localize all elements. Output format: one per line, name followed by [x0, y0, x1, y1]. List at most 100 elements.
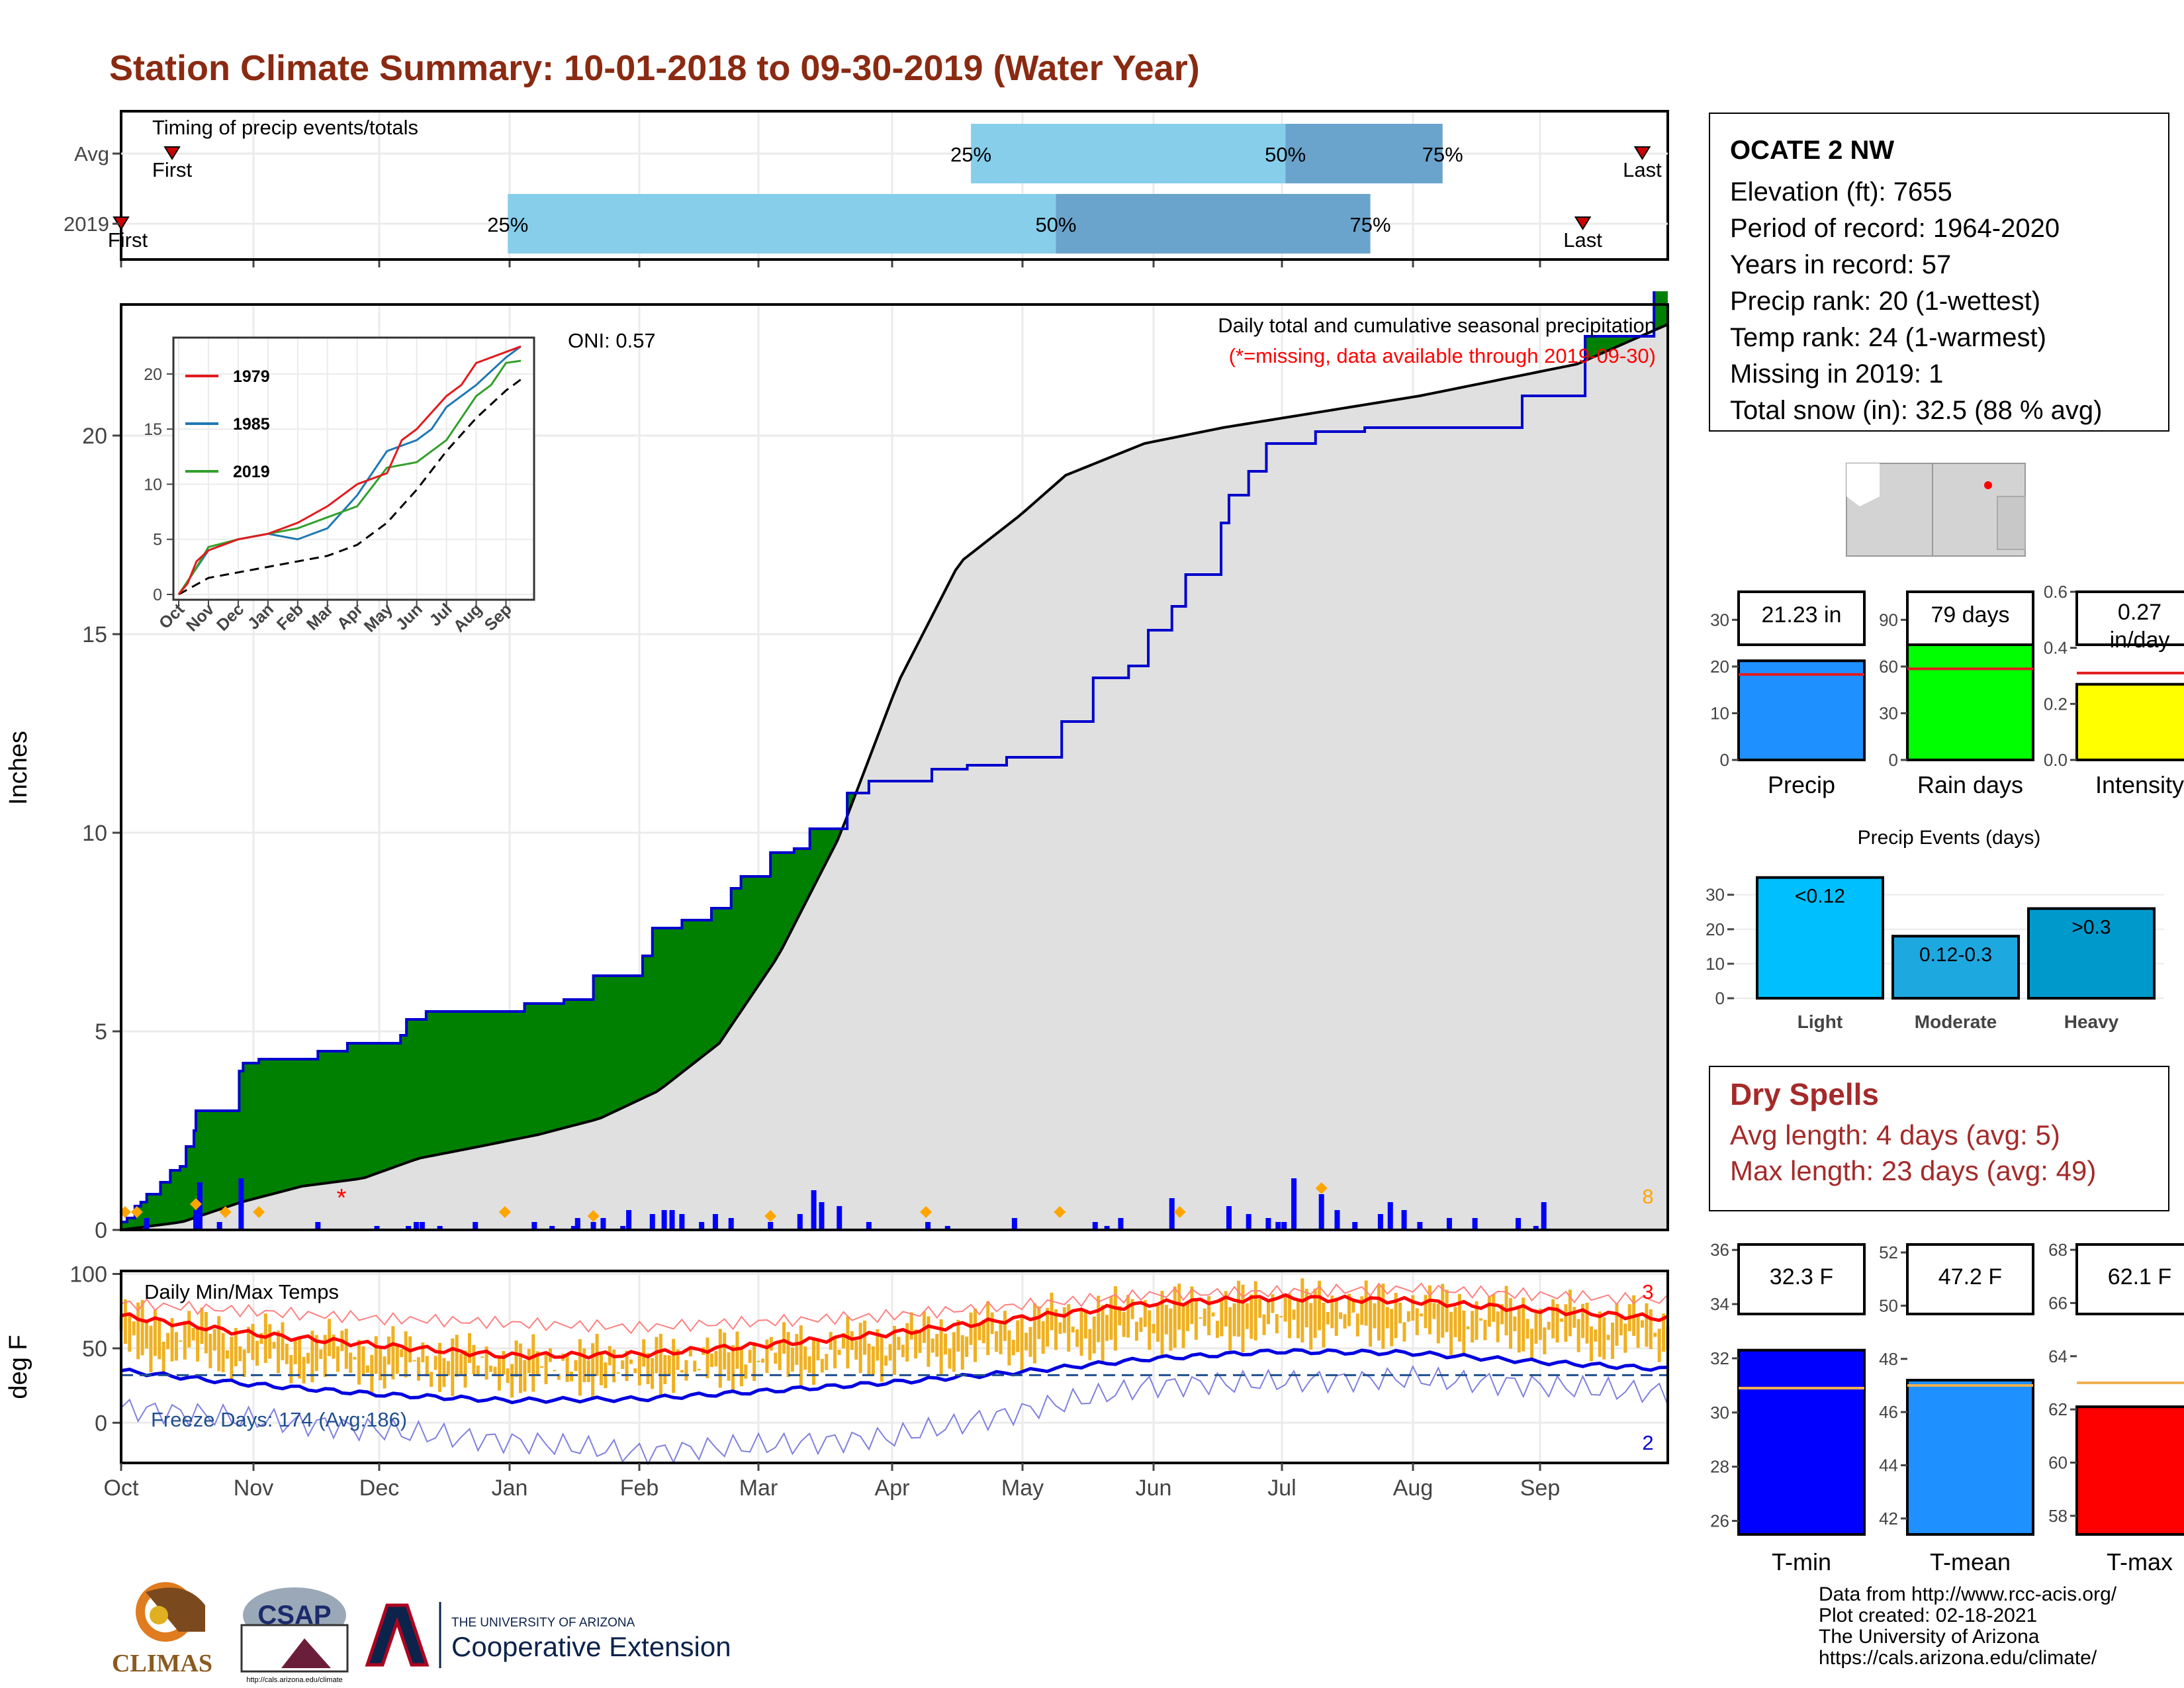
daily-temp-bar — [1020, 1315, 1024, 1372]
temp-y-tick-label: 50 — [82, 1336, 107, 1362]
daily-temp-bar — [319, 1349, 323, 1359]
summary-y-tick-label: 48 — [1879, 1349, 1898, 1369]
events-bar-label: <0.12 — [1795, 886, 1845, 908]
daily-temp-bar — [353, 1356, 357, 1360]
daily-temp-bar — [1475, 1301, 1479, 1340]
daily-temp-bar — [1211, 1312, 1215, 1317]
daily-temp-bar — [1173, 1286, 1177, 1348]
daily-temp-bar — [1109, 1295, 1113, 1340]
summary-y-tick-label: 34 — [1710, 1294, 1729, 1314]
daily-temp-bar — [540, 1366, 544, 1368]
daily-temp-bar — [1496, 1311, 1500, 1342]
events-title: Precip Events (days) — [1858, 827, 2041, 849]
daily-temp-bar — [574, 1360, 578, 1372]
daily-temp-bar — [1079, 1309, 1083, 1356]
daily-temp-bar — [731, 1345, 735, 1390]
daily-temp-bar — [1343, 1314, 1347, 1329]
record-low-count: 2 — [1642, 1431, 1653, 1454]
daily-precip-bar — [1275, 1222, 1281, 1230]
daily-temp-bar — [676, 1349, 680, 1370]
locator-map — [1846, 463, 2026, 557]
daily-precip-bar — [1352, 1222, 1358, 1230]
daily-precip-bar — [1104, 1226, 1110, 1230]
timing-75-label: 75% — [1422, 143, 1463, 166]
summary-value-label: 21.23 in — [1762, 602, 1842, 628]
summary-y-tick-label: 10 — [1710, 703, 1729, 723]
daily-temp-bar — [1181, 1304, 1185, 1348]
daily-temp-bar — [760, 1358, 764, 1363]
daily-temp-bar — [433, 1356, 437, 1370]
daily-temp-bar — [1653, 1333, 1657, 1337]
daily-temp-bar — [1615, 1303, 1619, 1346]
daily-temp-bar — [995, 1331, 999, 1352]
daily-temp-bar — [1011, 1339, 1015, 1356]
daily-temp-bar — [328, 1319, 332, 1356]
daily-precip-bar — [413, 1222, 419, 1230]
daily-temp-bar — [1024, 1333, 1028, 1351]
daily-temp-bar — [365, 1365, 369, 1373]
precip-y-tick-label: 20 — [82, 424, 107, 449]
daily-precip-bar — [1011, 1218, 1017, 1230]
daily-temp-bar — [1547, 1321, 1551, 1330]
summary-value-box — [2075, 1243, 2184, 1315]
daily-precip-bar — [699, 1222, 705, 1230]
daily-temp-bar — [289, 1354, 293, 1383]
station-info-box: OCATE 2 NW Elevation (ft): 7655 Period o… — [1709, 113, 2169, 432]
daily-temp-bar — [1522, 1297, 1525, 1352]
climas-mark — [146, 1587, 205, 1632]
summary-y-tick-label: 64 — [2048, 1346, 2068, 1366]
daily-temp-bar — [978, 1326, 981, 1340]
daily-precip-bar — [590, 1222, 596, 1230]
daily-temp-bar — [412, 1360, 416, 1362]
summary-y-tick-label: 20 — [1710, 657, 1729, 677]
daily-temp-bar — [871, 1346, 875, 1375]
timing-25-label: 25% — [487, 213, 528, 236]
daily-temp-bar — [1534, 1311, 1538, 1344]
summary-category-label: Intensity — [2095, 771, 2184, 798]
daily-temp-bar — [981, 1319, 985, 1344]
daily-precip-bar — [315, 1222, 321, 1230]
daily-precip-bar — [473, 1222, 478, 1230]
daily-temp-bar — [655, 1336, 659, 1374]
daily-precip-bar — [1533, 1226, 1539, 1230]
footer: Data from http://www.rcc-acis.org/ Plot … — [1819, 1584, 2116, 1669]
daily-precip-bar — [1334, 1210, 1340, 1230]
daily-temp-bar — [591, 1343, 595, 1399]
daily-temp-bar — [1572, 1307, 1576, 1328]
csap-mountain — [281, 1638, 331, 1668]
station-years: Years in record: 57 — [1730, 250, 1952, 279]
daily-temp-bar — [944, 1333, 948, 1355]
daily-temp-bar — [361, 1346, 365, 1376]
summary-category-label: T-max — [2107, 1548, 2173, 1575]
daily-precip-bar — [728, 1218, 734, 1230]
daily-precip-bar — [574, 1218, 580, 1230]
summary-y-tick-label: 66 — [2048, 1293, 2068, 1313]
daily-temp-bar — [927, 1316, 931, 1367]
daily-temp-bar — [463, 1350, 467, 1388]
daily-temp-bar — [1118, 1305, 1122, 1326]
daily-precip-bar — [1246, 1214, 1251, 1230]
daily-temp-bar — [1640, 1320, 1644, 1328]
daily-temp-bar — [1589, 1326, 1593, 1362]
daily-temp-bar — [1253, 1281, 1257, 1340]
daily-temp-bar — [1309, 1303, 1313, 1350]
summary-y-tick-label: 30 — [1710, 610, 1729, 630]
daily-temp-bar — [451, 1338, 455, 1396]
daily-temp-bar — [659, 1333, 662, 1395]
daily-temp-bar — [1355, 1313, 1359, 1336]
daily-temp-bar — [1398, 1302, 1402, 1324]
daily-precip-bar — [549, 1226, 555, 1230]
daily-temp-bar — [1657, 1329, 1661, 1362]
summary-y-tick-label: 0.0 — [2044, 750, 2068, 770]
daily-temp-bar — [1105, 1315, 1109, 1341]
daily-temp-bar — [667, 1355, 671, 1376]
temp-y-tick-label: 0 — [95, 1411, 107, 1436]
daily-temp-bar — [820, 1358, 824, 1373]
precip-title: Daily total and cumulative seasonal prec… — [1218, 314, 1656, 337]
daily-temp-bar — [459, 1354, 463, 1376]
daily-temp-bar — [344, 1329, 348, 1369]
daily-temp-bar — [774, 1352, 778, 1364]
inset-legend-label: 1979 — [233, 367, 270, 386]
daily-temp-bar — [1032, 1303, 1036, 1364]
inset-y-tick-label: 15 — [144, 420, 162, 439]
